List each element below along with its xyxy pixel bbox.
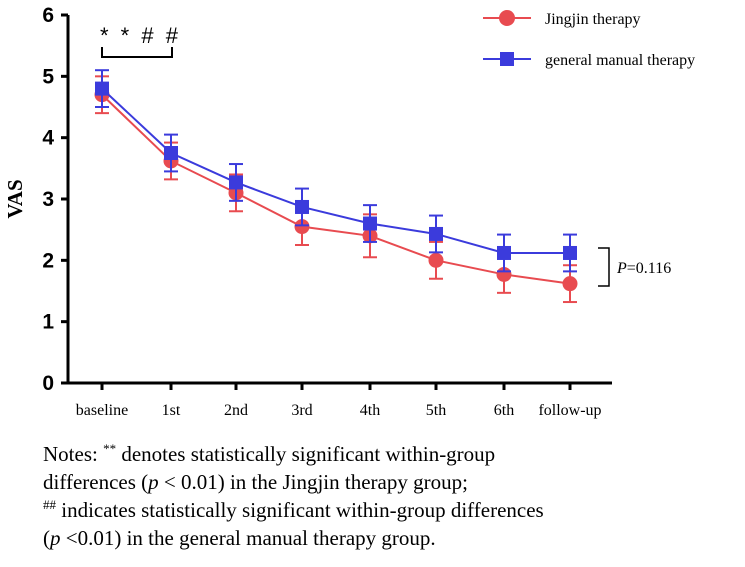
annotations: * * # # P=0.116 bbox=[100, 23, 671, 287]
notes-line-4-after: ) in the general manual therapy group. bbox=[114, 526, 436, 550]
legend: Jingjin therapy general manual therapy bbox=[483, 10, 695, 69]
notes-line-2-cond: < 0.01 bbox=[158, 470, 218, 494]
data-point bbox=[363, 216, 377, 231]
notes-line-4-cond: <0.01 bbox=[60, 526, 115, 550]
notes-line-2: differences (p < 0.01) in the Jingjin th… bbox=[43, 468, 733, 496]
data-point bbox=[429, 226, 443, 241]
legend-item-general-manual: general manual therapy bbox=[483, 52, 695, 69]
series-jingjin bbox=[94, 75, 578, 304]
series-layer bbox=[94, 69, 578, 304]
y-axis-label: VAS bbox=[3, 179, 27, 218]
data-point bbox=[562, 276, 578, 292]
notes-sup-stars: ** bbox=[103, 441, 117, 456]
notes-line-3-text: indicates statistically significant with… bbox=[56, 498, 544, 522]
legend-marker bbox=[499, 10, 515, 26]
series-line bbox=[101, 87, 570, 254]
notes-line-2-after: ) in the Jingjin therapy group; bbox=[217, 470, 468, 494]
p-value-suffix: =0.116 bbox=[627, 260, 671, 277]
x-tick-label: 1st bbox=[162, 402, 181, 419]
x-tick-label: 4th bbox=[360, 402, 380, 419]
y-tick-label: 5 bbox=[42, 65, 54, 88]
x-tick-label: follow-up bbox=[538, 402, 601, 419]
legend-marker bbox=[500, 52, 514, 66]
legend-label: general manual therapy bbox=[545, 52, 695, 69]
notes-line-4-before: ( bbox=[43, 526, 50, 550]
vas-line-chart: 0 1 2 3 4 5 6 baseline 1st 2nd 3rd 4th 5th 6th follow-… bbox=[3, 4, 695, 419]
axes: 0 1 2 3 4 5 6 baseline 1st 2nd 3rd 4th 5th 6th follow-… bbox=[3, 4, 612, 419]
legend-item-jingjin: Jingjin therapy bbox=[483, 10, 641, 28]
x-tick-label: 6th bbox=[494, 402, 514, 419]
data-point bbox=[563, 245, 577, 260]
notes-line-2-before: differences ( bbox=[43, 470, 149, 494]
data-point bbox=[294, 219, 310, 235]
x-tick-label: 3rd bbox=[291, 402, 312, 419]
y-tick-label: 3 bbox=[42, 188, 54, 211]
notes-line-4: (p <0.01) in the general manual therapy … bbox=[43, 524, 733, 552]
y-tick-label: 6 bbox=[42, 4, 54, 27]
y-tick-label: 4 bbox=[42, 127, 54, 150]
y-tick-label: 1 bbox=[42, 311, 54, 334]
data-point bbox=[497, 245, 511, 260]
notes-p-symbol-2: p bbox=[50, 526, 61, 550]
x-tick-label: baseline bbox=[76, 402, 128, 419]
data-point bbox=[295, 199, 309, 214]
data-point bbox=[164, 146, 178, 160]
notes-line-3: ## indicates statistically significant w… bbox=[43, 496, 733, 524]
notes-line-1-text: denotes statistically significant within… bbox=[116, 442, 496, 466]
data-point bbox=[229, 175, 243, 190]
series-line bbox=[101, 94, 571, 285]
notes-sup-hashes: ## bbox=[43, 497, 56, 512]
p-value-prefix: P bbox=[616, 260, 627, 277]
data-point bbox=[95, 81, 109, 96]
notes-line-1: Notes: ** denotes statistically signific… bbox=[43, 441, 496, 466]
x-tick-label: 2nd bbox=[224, 402, 248, 419]
notes: Notes: ** denotes statistically signific… bbox=[43, 440, 733, 552]
data-point bbox=[428, 252, 444, 268]
series-general-manual bbox=[95, 69, 577, 273]
y-tick-label: 2 bbox=[42, 249, 54, 272]
x-tick-label: 5th bbox=[426, 402, 446, 419]
significance-bracket bbox=[101, 47, 173, 58]
notes-p-symbol: p bbox=[148, 470, 159, 494]
legend-label: Jingjin therapy bbox=[545, 11, 641, 28]
significance-markers: * * # # bbox=[100, 23, 181, 48]
p-value-bracket bbox=[598, 247, 610, 287]
y-tick-label: 0 bbox=[42, 372, 54, 395]
p-value-label: P=0.116 bbox=[616, 260, 671, 277]
